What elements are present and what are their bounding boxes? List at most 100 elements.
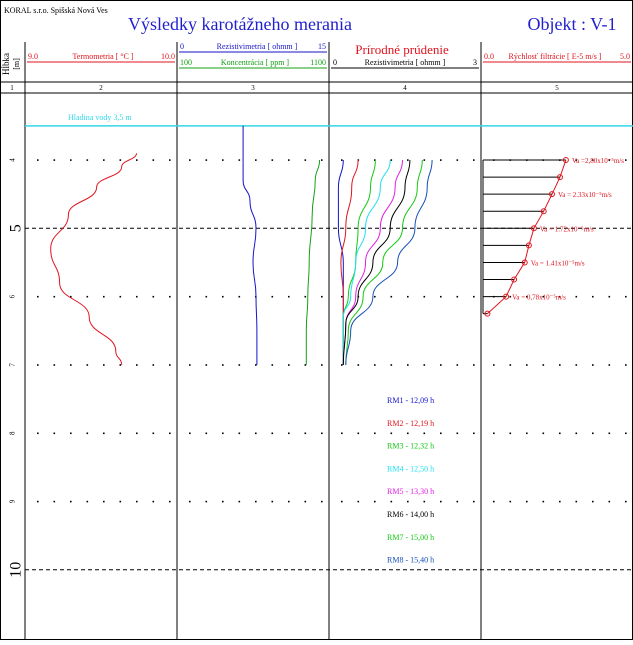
grid-dot [440, 364, 442, 366]
grid-dot [592, 295, 594, 298]
grid-dot [119, 432, 122, 435]
grid-dot [341, 295, 343, 298]
grid-dot [222, 364, 224, 366]
grid-dot [374, 500, 376, 503]
grid-dot [509, 500, 512, 503]
grid-dot [592, 364, 594, 366]
grid-dot [37, 364, 39, 366]
grid-dot [271, 432, 274, 435]
natural-flow-curve-rm6 [342, 159, 411, 365]
grid-dot [440, 500, 442, 503]
track4-header: Prírodné prúdenie 0 Rezistivimetria [ oh… [331, 42, 479, 69]
grid-dot [390, 500, 393, 503]
page-title: Výsledky karotážneho merania [128, 14, 352, 34]
grid-dot [119, 159, 122, 161]
grid-dot [321, 295, 323, 298]
grid-dot [625, 364, 627, 366]
depth-tick-label: 9 [9, 499, 17, 503]
grid-dot [304, 159, 307, 161]
grid-dot [119, 364, 122, 366]
grid-dot [255, 432, 257, 435]
company-name: KORAL s.r.o. Spišská Nová Ves [4, 6, 108, 15]
velocity-point [540, 208, 547, 215]
natural-flow-curve-rm4 [342, 159, 391, 365]
grid-dot [357, 500, 360, 503]
grid-dot [575, 432, 578, 435]
grid-dot [608, 500, 611, 503]
grid-dot [341, 500, 343, 503]
velocity-curve [487, 159, 567, 315]
velocity-layer: Va =2,80x10⁻⁵m/s Va = 2.33x10⁻⁵m/s Va = 1.… [482, 157, 624, 317]
track4-min: 0 [333, 58, 337, 67]
grid-dot [304, 432, 307, 435]
grid-dot [136, 159, 138, 161]
track4-title: Prírodné prúdenie [355, 42, 449, 57]
depth-tick-label: 6 [9, 294, 17, 298]
grid-dot [423, 295, 426, 298]
grid-dot [321, 500, 323, 503]
velocity-point [525, 242, 532, 249]
water-level: Hladina vody 3,5 m [25, 113, 633, 127]
grid-dot [456, 500, 459, 503]
grid-dot [205, 364, 208, 366]
legend-item: RM2 - 12,19 h [387, 419, 434, 428]
grid-dot [542, 500, 545, 503]
grid-dot [86, 432, 89, 435]
grid-dot [238, 364, 241, 366]
velocity-point [556, 174, 563, 181]
legend-item: RM5 - 13,30 h [387, 487, 434, 496]
concentration-curve [305, 159, 321, 365]
grid-dot [288, 295, 290, 298]
grid-dot [407, 500, 409, 503]
grid-dot [542, 364, 545, 366]
grid-dot [625, 295, 627, 298]
legend: RM1 - 12,09 h RM2 - 12,19 h RM3 - 12,32 h R… [387, 396, 434, 565]
velocity-label: Va = 0,78x10⁻⁵m/s [512, 294, 566, 302]
grid-dot [288, 159, 290, 161]
resistivity-curve [242, 125, 258, 365]
grid-dot [205, 295, 208, 298]
grid-dot [341, 364, 343, 366]
grid-dot [321, 159, 323, 161]
track2-min: 9.0 [28, 52, 38, 61]
grid-dot [357, 432, 360, 435]
velocity-point [503, 293, 510, 300]
grid-dot [493, 500, 495, 503]
water-level-label: Hladina vody 3,5 m [68, 113, 132, 122]
grid-dot [255, 500, 257, 503]
grid-dot [152, 159, 155, 161]
grid-dot [390, 295, 393, 298]
velocity-label: Va = 1.72x10⁻⁵m/s [540, 225, 594, 233]
grid-dot [341, 432, 343, 435]
depth-axis: 4 5 6 7 8 9 10 [8, 158, 25, 578]
grid-dot [53, 364, 56, 366]
depth-tick-label: 10 [8, 562, 25, 578]
grid-dot [575, 364, 578, 366]
grid-dot [559, 364, 561, 366]
grid-dot [390, 364, 393, 366]
grid-dot [304, 364, 307, 366]
grid-dot [542, 432, 545, 435]
legend-item: RM1 - 12,09 h [387, 396, 434, 405]
grid-dot [255, 364, 257, 366]
grid-dot [222, 295, 224, 298]
grid-dot [86, 500, 89, 503]
grid-dot [456, 159, 459, 161]
legend-item: RM8 - 15,40 h [387, 556, 434, 565]
grid-dot [390, 159, 393, 161]
grid-dot [222, 432, 224, 435]
grid-dot [456, 295, 459, 298]
grid-dot [304, 295, 307, 298]
grid-dot [608, 432, 611, 435]
track2-header: 9.0 Termometria [ °C ] 10.0 [27, 52, 175, 63]
series-layer [50, 125, 433, 365]
grid-dot [37, 159, 39, 161]
grid-dot [205, 500, 208, 503]
grid-dot [189, 159, 191, 161]
grid-dot [53, 432, 56, 435]
grid-dot [526, 295, 528, 298]
grid-dot [456, 364, 459, 366]
track3-conc-label: Koncentrácia [ ppm ] [221, 58, 290, 67]
